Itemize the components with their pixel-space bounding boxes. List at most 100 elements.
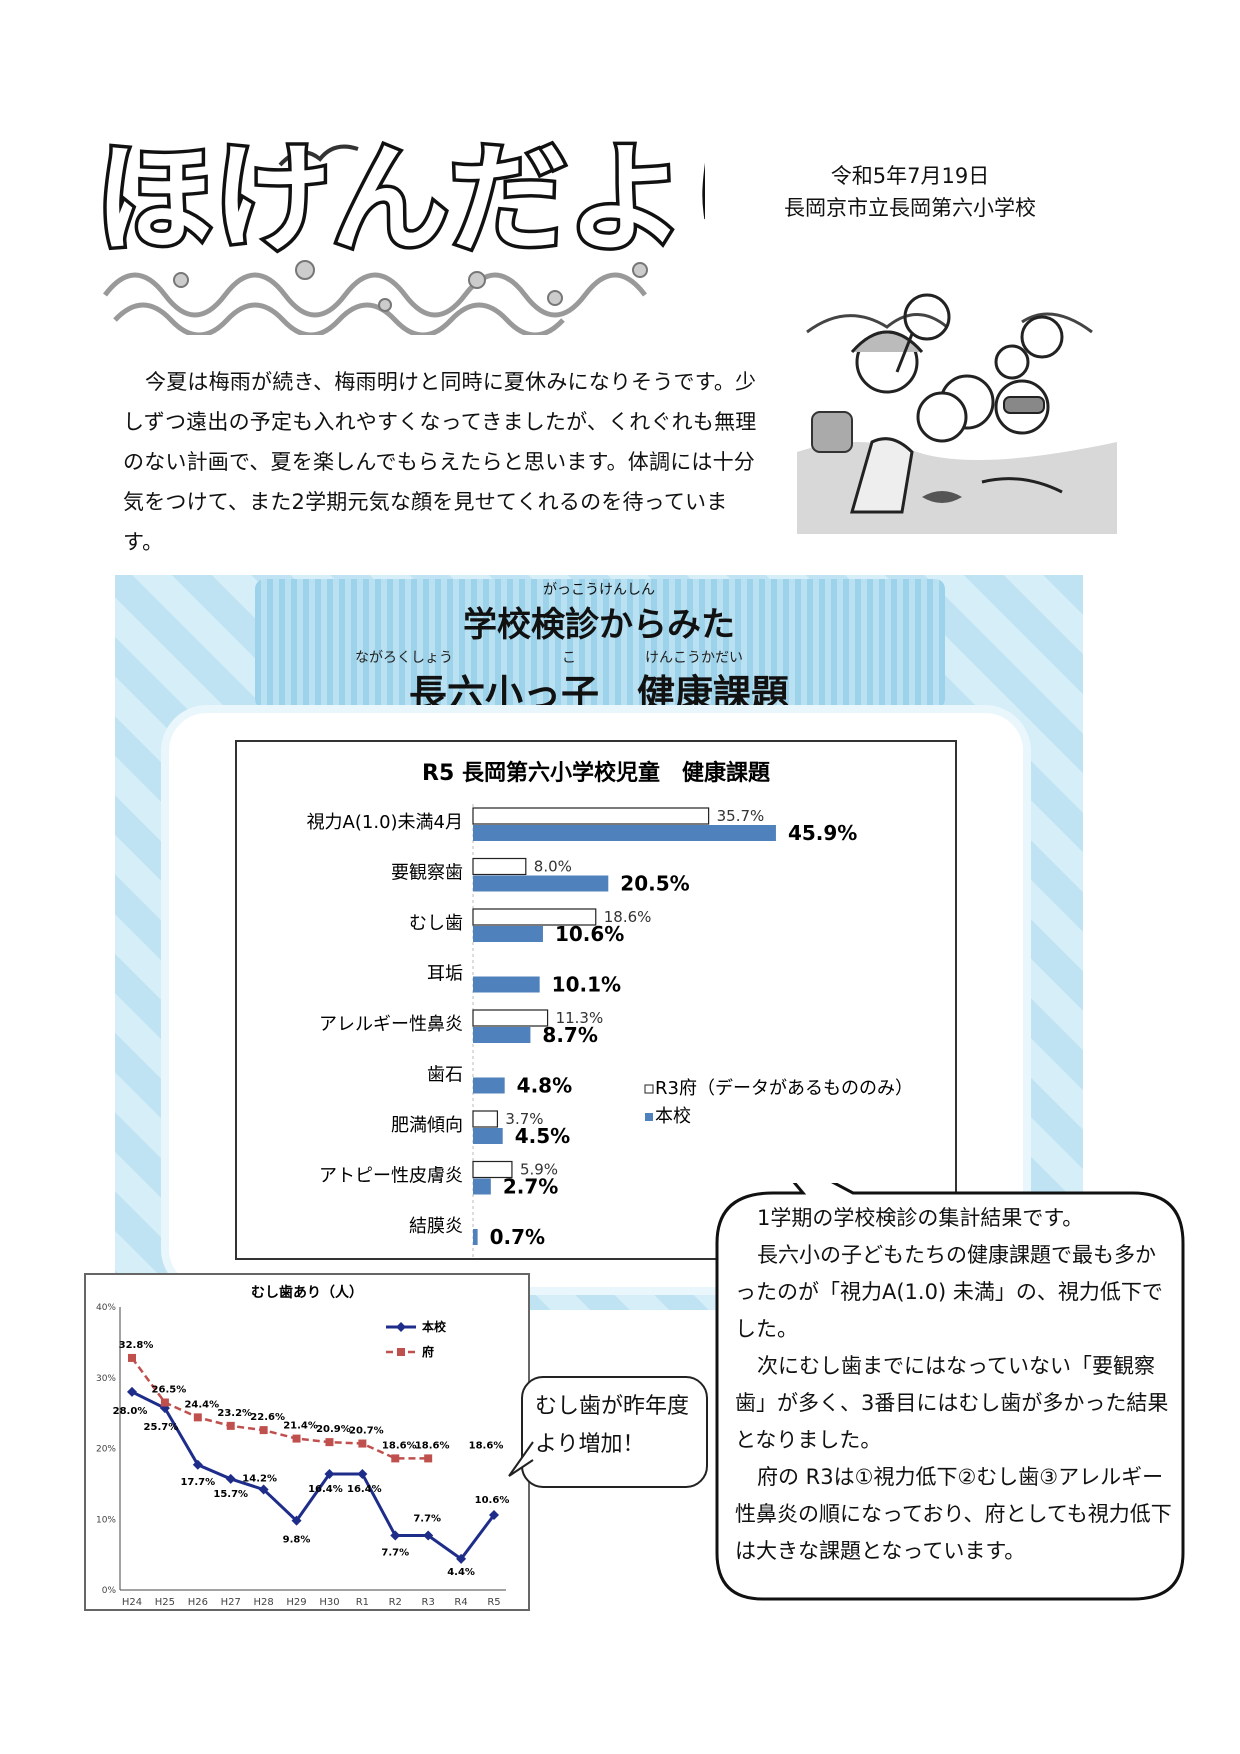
bar-school [473, 1027, 531, 1043]
bar-school [473, 1229, 478, 1245]
line-point-school [291, 1515, 302, 1526]
banner-line2-ruby-3: けんこうかだい [645, 650, 743, 666]
bar-fu-r3-label: 8.0% [534, 858, 572, 876]
bar-category-label: 歯石 [427, 1065, 463, 1086]
bar-fu-r3 [472, 857, 527, 876]
bar-fu-r3-label: 5.9% [520, 1161, 558, 1179]
speech-p4: 府の R3は①視力低下②むし歯③アレルギー性鼻炎の順になっており、府としても視力… [735, 1465, 1172, 1563]
line-label-fu: 20.9% [316, 1424, 351, 1435]
line-label-school: 16.4% [347, 1484, 382, 1495]
issue-date-block: 令和5年7月19日 長岡京市立長岡第六小学校 [780, 160, 1040, 224]
line-x-tick: H28 [254, 1597, 274, 1608]
line-label-fu: 22.6% [250, 1412, 285, 1423]
health-issues-bar-chart: R5 長岡第六小学校児童 健康課題視力A(1.0)未満4月 35.7% 45.9% 要… [235, 740, 957, 1260]
bar-school-label: 20.5% [620, 872, 689, 896]
intro-paragraph: 今夏は梅雨が続き、梅雨明けと同時に夏休みになりそうです。少しずつ遠出の予定も入れ… [123, 370, 757, 554]
line-label-fu: 21.4% [283, 1421, 318, 1432]
bar-category-label: 要観察歯 [391, 863, 463, 884]
banner-line2-ruby-2: こ [562, 650, 576, 666]
cavity-trend-line-chart: むし歯あり（人） 0% 10% 20% 30% 40% H24 H25 H26 H27 H28 H29… [84, 1273, 530, 1611]
logo-text: ほけんだより [95, 130, 705, 268]
bar-school [473, 926, 543, 942]
line-point-school [225, 1473, 236, 1484]
line-label-fu: 32.8% [119, 1340, 154, 1351]
bar-school-label: 8.7% [542, 1023, 597, 1047]
issue-date: 令和5年7月19日 [830, 164, 990, 188]
legend-label-school: 本校 [422, 1319, 447, 1334]
line-point-school [192, 1459, 203, 1470]
line-x-tick: H30 [319, 1597, 339, 1608]
speech-p1: 1学期の学校検診の集計結果です。 [757, 1206, 1084, 1230]
line-label-fu: 24.4% [184, 1399, 219, 1410]
line-point-fu [424, 1454, 433, 1463]
line-label-school: 17.7% [180, 1477, 215, 1488]
legend-point-school [396, 1322, 406, 1332]
bar-school [473, 1178, 491, 1195]
speech-p3: 次にむし歯までにはなっていない「要観察歯」が多く、3番目にはむし歯が多かった結果… [735, 1354, 1169, 1452]
bar-fu-r3-label: 35.7% [717, 807, 765, 825]
line-label-school: 16.4% [308, 1484, 343, 1495]
line-point-fu [358, 1439, 367, 1448]
panel-banner [255, 579, 945, 709]
legend-school-swatch [645, 1113, 653, 1121]
line-label-fu-extra: 18.6% [469, 1440, 504, 1451]
legend-label-fu: 府 [422, 1344, 434, 1359]
bar-chart-title: R5 長岡第六小学校児童 健康課題 [422, 760, 771, 786]
line-point-school [357, 1468, 368, 1479]
line-x-tick: H26 [188, 1597, 208, 1608]
bar-school-label: 45.9% [788, 821, 857, 845]
line-label-fu: 23.2% [217, 1408, 252, 1419]
line-point-school [324, 1468, 335, 1479]
bar-category-label: 肥満傾向 [391, 1115, 463, 1136]
bar-category-label: 結膜炎 [409, 1216, 463, 1237]
bar-school-label: 4.8% [517, 1074, 572, 1098]
bar-school-label: 0.7% [490, 1225, 545, 1249]
line-x-tick: R2 [389, 1597, 402, 1608]
line-chart-svg: むし歯あり（人） 0% 10% 20% 30% 40% H24 H25 H26 H27 H28 H29… [96, 1284, 510, 1608]
line-x-tick: R5 [487, 1597, 500, 1608]
line-y-tick: 0% [102, 1586, 117, 1596]
legend-fu-swatch [644, 1084, 654, 1094]
bar-school-label: 2.7% [503, 1175, 558, 1199]
bar-fu-r3 [472, 807, 710, 825]
bar-fu-r3-label: 3.7% [505, 1110, 543, 1128]
legend-point-fu [397, 1348, 405, 1356]
line-point-school [489, 1510, 499, 1521]
line-point-school [456, 1553, 467, 1564]
line-label-school: 9.8% [283, 1535, 311, 1546]
bar-fu-r3-label: 18.6% [604, 908, 652, 926]
bar-fu-r3 [472, 908, 597, 926]
bar-fu-r3-label: 11.3% [556, 1009, 604, 1027]
line-x-tick: R4 [454, 1597, 467, 1608]
line-point-fu [325, 1438, 334, 1447]
bar-fu-r3 [472, 1110, 499, 1128]
line-y-tick: 40% [96, 1303, 116, 1313]
line-y-tick: 20% [96, 1445, 116, 1455]
line-label-school: 15.7% [213, 1489, 248, 1500]
line-label-school: 7.7% [413, 1514, 441, 1525]
bar-school-label: 10.6% [555, 922, 624, 946]
speech-p2: 長六小の子どもたちの健康課題で最も多かったのが「視力A(1.0) 未満」の、視力… [735, 1243, 1163, 1341]
bar-school [473, 1128, 503, 1144]
bar-category-label: 視力A(1.0)未満4月 [307, 812, 463, 833]
line-label-school: 10.6% [475, 1495, 510, 1506]
line-label-fu: 18.6% [382, 1440, 417, 1451]
note-pointer [508, 1441, 534, 1477]
line-point-fu [259, 1426, 268, 1435]
line-label-school: 28.0% [113, 1406, 148, 1417]
line-x-tick: H25 [155, 1597, 175, 1608]
line-label-school: 4.4% [447, 1567, 475, 1578]
line-series-school [131, 1390, 496, 1561]
line-label-fu: 20.7% [349, 1426, 384, 1437]
bar-school [473, 976, 540, 993]
bar-fu-r3 [472, 1160, 513, 1179]
bar-fu-r3 [472, 1009, 549, 1027]
line-x-tick: H27 [221, 1597, 241, 1608]
line-label-fu: 26.5% [152, 1385, 187, 1396]
school-name: 長岡京市立長岡第六小学校 [784, 196, 1036, 220]
line-label-school: 25.7% [144, 1422, 179, 1433]
line-point-school [159, 1403, 170, 1414]
line-series-fu [130, 1357, 429, 1460]
line-label-school: 7.7% [381, 1548, 409, 1559]
line-point-fu [193, 1413, 202, 1422]
